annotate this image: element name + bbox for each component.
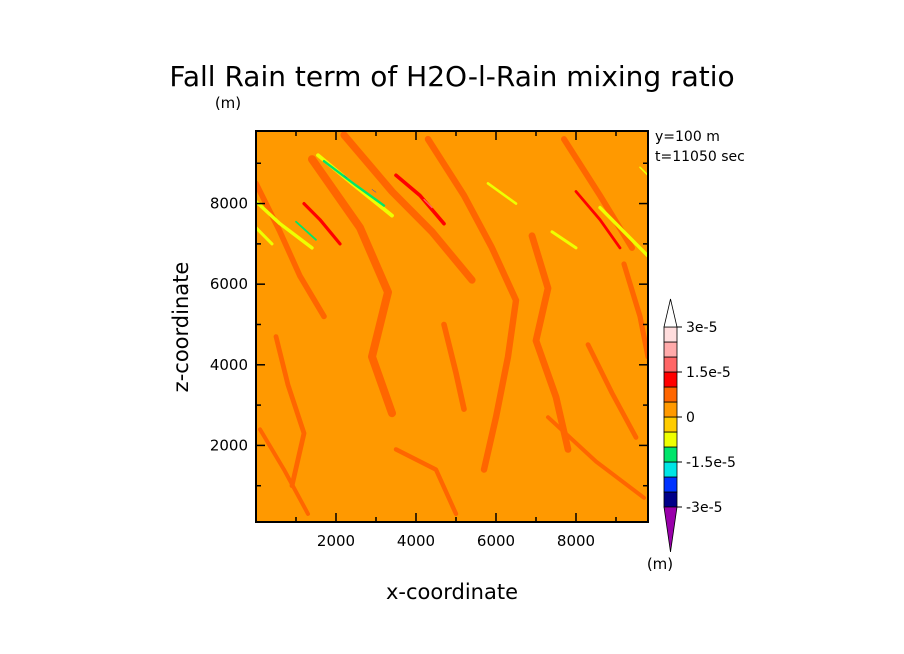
- contour-band: [550, 230, 578, 250]
- colorbar-segment: [663, 446, 678, 463]
- plot-frame: [255, 130, 649, 523]
- colorbar-unit-label: (m): [647, 555, 673, 573]
- colorbar-segment: [663, 431, 678, 448]
- x-tick-label: 8000: [557, 532, 595, 550]
- contour-band: [486, 182, 518, 205]
- contour-band: [394, 173, 446, 226]
- colorbar-segment: [663, 476, 678, 493]
- contour-band: [441, 321, 467, 412]
- x-tick-label: 2000: [317, 532, 355, 550]
- y-tick-label: 2000: [210, 436, 248, 454]
- colorbar-segment: [663, 326, 678, 343]
- x-axis-label: x-coordinate: [386, 580, 518, 604]
- colorbar-label: 1.5e-5: [686, 365, 731, 381]
- contour-band: [295, 220, 317, 241]
- colorbar-segment: [663, 416, 678, 433]
- contour-band: [273, 334, 307, 489]
- colorbar-label: 0: [686, 410, 695, 426]
- info-line-y: y=100 m: [655, 129, 720, 145]
- contour-band: [423, 198, 433, 209]
- contour-band: [574, 190, 622, 250]
- colorbar-label: 3e-5: [686, 320, 717, 336]
- colorbar-max-arrow: [663, 298, 678, 328]
- colorbar-label: -1.5e-5: [686, 455, 736, 471]
- y-tick-label: 6000: [210, 275, 248, 293]
- colorbar-segment: [663, 371, 678, 388]
- axes: 2000 4000 6000 8000 2000 4000 6000 8000: [210, 131, 648, 550]
- contour-band: [393, 447, 459, 517]
- colorbar-segment: [663, 356, 678, 373]
- contour-band: [256, 180, 327, 320]
- colorbar: 3e-5 1.5e-5 0 -1.5e-5 -3e-5: [663, 298, 736, 553]
- colorbar-segment: [663, 491, 678, 508]
- contour-band: [528, 232, 572, 453]
- info-line-time: t=11050 sec: [655, 149, 745, 165]
- contour-band: [340, 131, 476, 284]
- contour-band: [371, 189, 377, 193]
- contour-band: [308, 155, 396, 418]
- contour-band: [639, 166, 648, 177]
- field-background: [256, 131, 648, 522]
- colorbar-min-arrow: [663, 506, 678, 553]
- x-tick-label: 4000: [397, 532, 435, 550]
- contour-band: [322, 159, 386, 207]
- contour-band: [424, 135, 520, 473]
- colorbar-segment: [663, 461, 678, 478]
- y-tick-label: 4000: [210, 356, 248, 374]
- contour-band: [258, 427, 310, 516]
- colorbar-segment: [663, 341, 678, 358]
- contour-band: [256, 199, 314, 250]
- contour-field: [256, 131, 648, 522]
- contour-band: [256, 226, 274, 246]
- contour-band: [302, 202, 342, 246]
- chart-title: Fall Rain term of H2O-l-Rain mixing rati…: [169, 60, 734, 93]
- contour-band: [621, 261, 648, 360]
- colorbar-segment: [663, 401, 678, 418]
- y-tick-label: 8000: [210, 195, 248, 213]
- contour-band: [598, 205, 648, 258]
- contour-band: [585, 342, 639, 440]
- y-axis-label: z-coordinate: [169, 262, 193, 393]
- title-unit-label: (m): [215, 94, 241, 112]
- colorbar-label: -3e-5: [686, 500, 723, 516]
- contour-band: [546, 415, 646, 500]
- x-tick-label: 6000: [477, 532, 515, 550]
- contour-band: [343, 175, 348, 179]
- colorbar-segment: [663, 386, 678, 403]
